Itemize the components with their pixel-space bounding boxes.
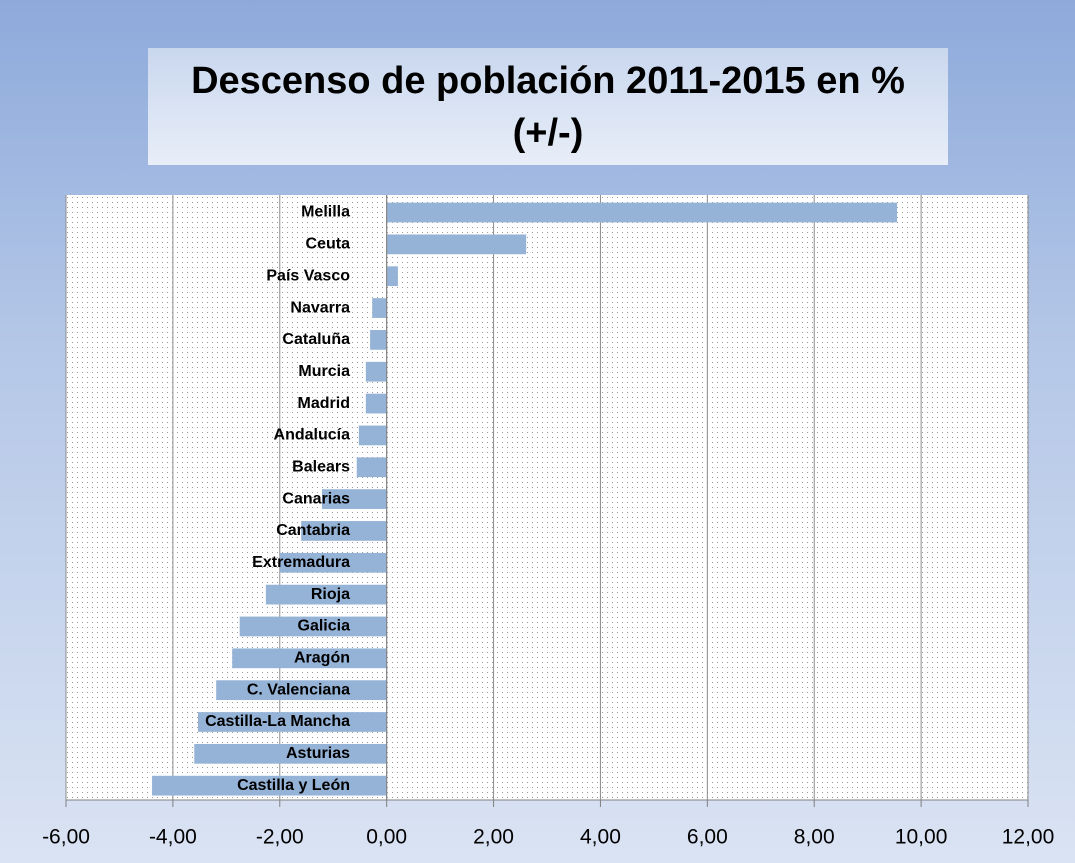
bar [370,330,387,350]
title-box: Descenso de población 2011-2015 en % (+/… [148,48,948,165]
y-tick-label: Castilla y León [237,777,350,794]
x-tick-label: 10,00 [895,826,948,849]
bar [216,680,387,701]
y-tick-label: C. Valenciana [247,681,350,698]
x-tick-label: 2,00 [473,826,514,849]
y-tick-label: País Vasco [266,267,350,284]
x-tick-label: -4,00 [149,826,197,849]
bar [365,361,387,382]
bar [386,234,527,255]
y-tick-label: Extremadura [252,554,350,571]
y-tick-label: Castilla-La Mancha [205,713,350,730]
chart-title: Descenso de población 2011-2015 en % (+/… [191,59,905,154]
bar [198,712,387,732]
x-tick-label: 6,00 [687,826,728,849]
y-tick-label: Aragón [294,650,350,667]
x-tick-label: -6,00 [42,826,90,849]
y-tick-label: Cantabria [276,522,350,539]
y-tick-label: Andalucía [274,427,351,444]
bar [321,489,387,509]
bar [265,584,387,605]
bar [358,425,387,446]
bar [232,648,387,669]
y-tick-label: Madrid [298,395,350,412]
y-tick-label: Canarias [282,490,350,507]
bar [386,266,398,287]
bar [239,616,387,637]
bar [386,202,898,223]
x-tick-label: 0,00 [366,826,407,849]
x-tick-label: 12,00 [1002,826,1055,849]
bar [365,393,387,414]
y-tick-label: Murcia [298,363,350,380]
y-tick-label: Cataluña [282,331,350,348]
y-tick-label: Rioja [311,586,350,603]
bar [301,521,387,541]
y-tick-label: Melilla [301,204,350,221]
x-tick-label: -2,00 [256,826,304,849]
x-tick-label: 4,00 [580,826,621,849]
y-tick-label: Balears [292,458,350,475]
x-tick-label: 8,00 [794,826,835,849]
bar [194,743,387,764]
bar [152,775,387,796]
y-tick-label: Ceuta [306,236,351,253]
plot-area [66,195,1028,800]
y-tick-label: Asturias [286,745,350,762]
bar [356,457,387,478]
bar [279,552,387,573]
y-tick-label: Navarra [290,299,350,316]
bar [372,298,387,318]
y-tick-label: Galicia [298,618,351,635]
